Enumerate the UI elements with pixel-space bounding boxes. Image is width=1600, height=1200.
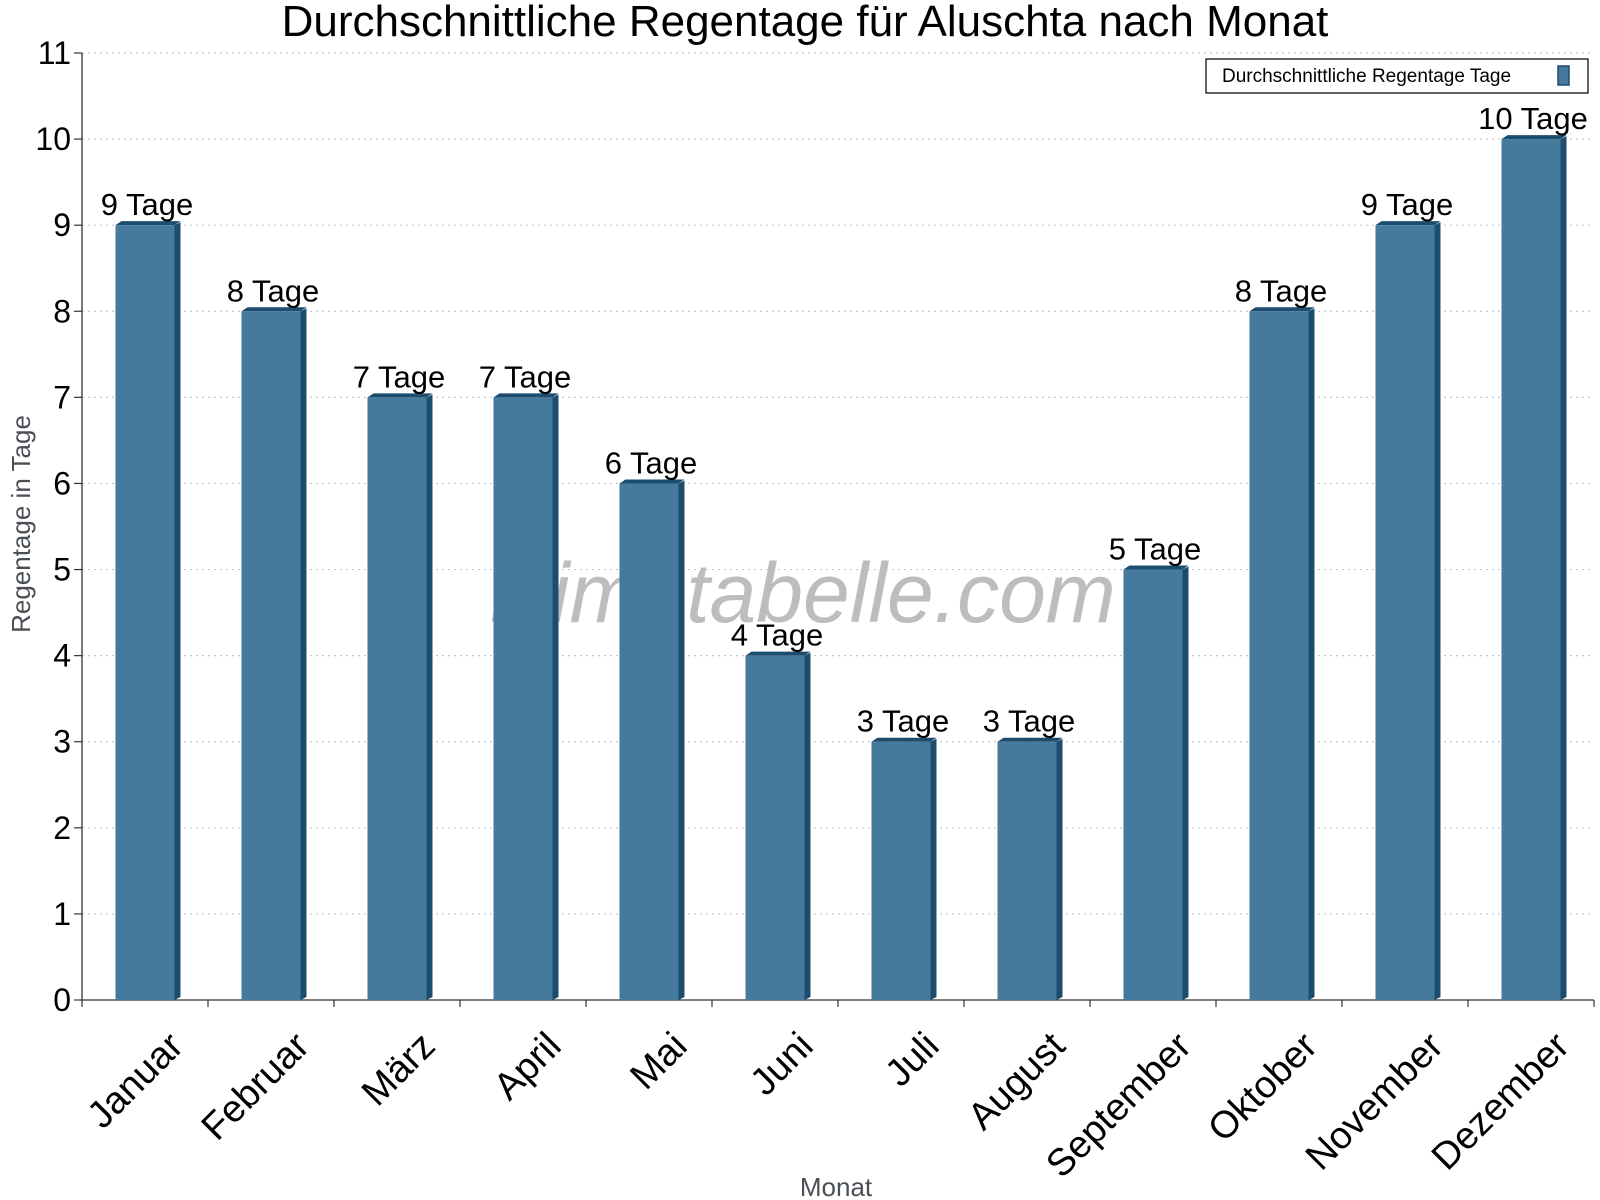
watermark-text: klimatabelle.com <box>490 546 1116 640</box>
bars <box>115 135 1567 1001</box>
bar <box>1375 225 1435 1000</box>
x-tick-label: Februar <box>194 1025 318 1149</box>
data-label: 10 Tage <box>1478 101 1588 136</box>
data-label: 6 Tage <box>605 445 698 480</box>
x-tick-label: Januar <box>80 1025 192 1137</box>
bar-top <box>115 221 181 226</box>
bar-side <box>678 480 685 1000</box>
data-label: 3 Tage <box>983 704 1076 739</box>
data-label: 5 Tage <box>1109 532 1202 567</box>
bar-side <box>300 308 307 1001</box>
x-tick-label: Oktober <box>1200 1025 1326 1151</box>
bar <box>241 311 301 1001</box>
bar-top <box>997 737 1063 742</box>
bar <box>871 741 931 1000</box>
data-label: 3 Tage <box>857 704 950 739</box>
chart-title: Durchschnittliche Regentage für Aluschta… <box>282 0 1329 46</box>
data-label: 7 Tage <box>479 359 572 394</box>
x-tick-label: März <box>354 1025 443 1114</box>
bar-group <box>997 737 1063 1000</box>
x-axis-title: Monat <box>800 1172 873 1200</box>
axes <box>74 52 1595 1007</box>
y-axis-title: Regentage in Tage <box>6 415 36 633</box>
bar <box>1249 311 1309 1001</box>
bar-group <box>241 307 307 1001</box>
bar-top <box>241 307 307 312</box>
y-tick-label: 9 <box>53 207 71 243</box>
bar <box>367 397 427 1000</box>
data-labels: 9 Tage 8 Tage 7 Tage 7 Tage 6 Tage 4 Tage 3 Ta… <box>101 101 1588 739</box>
bar-group <box>871 737 937 1000</box>
legend-label: Durchschnittliche Regentage Tage <box>1222 66 1511 87</box>
bar-side <box>174 222 181 1000</box>
bar-group <box>493 393 559 1000</box>
bar <box>1123 569 1183 1000</box>
data-label: 9 Tage <box>101 187 194 222</box>
bar-group <box>1249 307 1315 1001</box>
y-tick-label: 3 <box>53 724 71 760</box>
bar-side <box>1308 308 1315 1001</box>
x-tick-label: November <box>1298 1025 1452 1179</box>
bar-side <box>930 738 937 1000</box>
bar-top <box>1123 565 1189 570</box>
bar-top <box>493 393 559 398</box>
bar-side <box>1056 738 1063 1000</box>
y-tick-label: 4 <box>53 638 71 674</box>
y-tick-label: 0 <box>53 982 71 1018</box>
bar-group <box>1123 565 1189 1000</box>
bar <box>619 483 679 1000</box>
data-label: 8 Tage <box>227 273 320 308</box>
x-tick-label: Mai <box>623 1025 696 1098</box>
bar-side <box>552 394 559 1000</box>
bar-group <box>1501 135 1567 1000</box>
x-tick-labels: Januar Februar März April Mai Juni Juli AugustS… <box>80 1025 1578 1186</box>
bar-top <box>1375 221 1441 226</box>
bar-side <box>1560 136 1567 1000</box>
bar <box>997 741 1057 1000</box>
x-tick-label: Dezember <box>1424 1025 1578 1179</box>
bar-side <box>1434 222 1441 1000</box>
bar-top <box>619 479 685 484</box>
data-label: 4 Tage <box>731 618 824 653</box>
x-tick-label: August <box>960 1025 1074 1139</box>
bar-top <box>367 393 433 398</box>
bar-top <box>1501 135 1567 140</box>
legend-box <box>1205 58 1589 94</box>
bar <box>745 655 805 1000</box>
y-tick-labels: 0 1 2 3 4 5 6 7 8 9 10 11 <box>35 35 71 1018</box>
bar-group <box>619 479 685 1000</box>
legend: Durchschnittliche Regentage Tage <box>1205 58 1589 94</box>
legend-swatch <box>1557 65 1570 86</box>
bar-group <box>745 651 811 1000</box>
data-label: 9 Tage <box>1361 187 1454 222</box>
bar <box>1501 139 1561 1000</box>
bar-group <box>115 221 181 1000</box>
bar-side <box>1182 566 1189 1000</box>
bar-top <box>745 651 811 656</box>
x-tick-label: April <box>486 1025 569 1108</box>
bar-side <box>426 394 433 1000</box>
bar-group <box>1375 221 1441 1000</box>
y-tick-label: 8 <box>53 293 71 329</box>
y-tick-label: 2 <box>53 810 71 846</box>
x-tick-label: Juni <box>743 1025 822 1104</box>
bar-top <box>871 737 937 742</box>
y-tick-label: 11 <box>38 35 71 71</box>
y-tick-label: 6 <box>53 465 71 501</box>
bar <box>115 225 175 1000</box>
x-tick-label: Juli <box>877 1025 947 1095</box>
y-tick-label: 5 <box>53 552 71 588</box>
bar-top <box>1249 307 1315 312</box>
y-tick-label: 10 <box>35 121 71 157</box>
data-label: 8 Tage <box>1235 273 1328 308</box>
bar <box>493 397 553 1000</box>
y-tick-label: 7 <box>53 379 71 415</box>
bar-side <box>804 652 811 1000</box>
grid-lines <box>82 52 1594 915</box>
data-label: 7 Tage <box>353 359 446 394</box>
y-tick-label: 1 <box>53 896 71 932</box>
bar-group <box>367 393 433 1000</box>
